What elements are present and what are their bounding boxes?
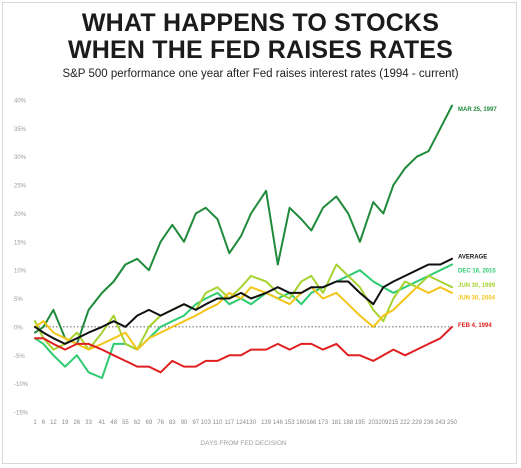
x-tick-label: 181 (331, 420, 342, 426)
x-tick-label: 250 (447, 420, 458, 426)
y-tick-label: 25% (14, 184, 27, 190)
x-tick-label: 55 (122, 420, 129, 426)
legend-label: DEC 16, 2015 (458, 269, 496, 275)
series-line-average (34, 257, 453, 345)
legend-label: JUN 30, 1999 (458, 283, 496, 289)
x-tick-label: 124 (236, 420, 247, 426)
x-tick-label: 195 (355, 420, 366, 426)
chart-title-line2: WHEN THE FED RAISES RATES (67, 36, 454, 64)
x-tick-label: 160 (296, 420, 307, 426)
legend-label: JUN 30, 2004 (458, 295, 496, 301)
y-tick-label: -5% (14, 354, 25, 360)
y-tick-label: 10% (14, 269, 27, 275)
x-tick-label: 130 (246, 420, 257, 426)
x-tick-label: 117 (224, 420, 234, 426)
series-line-jun-30-1999 (34, 263, 453, 351)
x-tick-label: 33 (85, 420, 92, 426)
x-tick-label: 76 (157, 420, 164, 426)
x-tick-label: 146 (273, 420, 284, 426)
x-tick-label: 103 (201, 420, 212, 426)
x-tick-label: 1 (33, 420, 37, 426)
y-tick-label: -10% (14, 382, 29, 388)
x-tick-label: 41 (99, 420, 106, 426)
x-tick-label: 97 (192, 420, 199, 426)
y-tick-label: 20% (14, 212, 27, 218)
x-tick-label: 236 (424, 420, 435, 426)
y-tick-label: 35% (14, 127, 27, 133)
x-tick-label: 153 (285, 420, 296, 426)
y-tick-label: -15% (14, 411, 29, 417)
y-tick-label: 30% (14, 155, 27, 161)
series-line-mar-25-1997 (34, 104, 453, 345)
chart-frame (2, 2, 517, 464)
x-tick-label: 62 (134, 420, 141, 426)
x-tick-label: 90 (181, 420, 188, 426)
x-tick-label: 69 (146, 420, 153, 426)
x-tick-label: 243 (435, 420, 446, 426)
legend-label: FEB 4, 1994 (458, 323, 492, 329)
x-tick-label: 203 (368, 420, 379, 426)
x-tick-label: 229 (412, 420, 423, 426)
x-tick-label: 48 (110, 420, 117, 426)
y-tick-label: 15% (14, 240, 27, 246)
x-tick-label: 83 (169, 420, 176, 426)
x-tick-label: 19 (62, 420, 69, 426)
x-tick-label: 110 (213, 420, 223, 426)
x-tick-label: 209 (378, 420, 389, 426)
y-tick-label: 0% (14, 325, 23, 331)
legend-label: AVERAGE (458, 255, 487, 261)
y-tick-label: 5% (14, 297, 23, 303)
x-tick-label: 166 (306, 420, 317, 426)
x-tick-label: 139 (261, 420, 272, 426)
series-line-feb-4-1994 (34, 325, 453, 374)
x-tick-label: 188 (343, 420, 354, 426)
x-tick-label: 222 (400, 420, 411, 426)
x-tick-label: 215 (388, 420, 399, 426)
chart-subtitle: S&P 500 performance one year after Fed r… (62, 68, 459, 80)
series-line-dec-16-2015 (34, 263, 453, 379)
x-tick-label: 173 (318, 420, 329, 426)
y-tick-label: 40% (14, 99, 27, 105)
chart-title: WHAT HAPPENS TO STOCKS WHEN THE FED RAIS… (0, 10, 521, 64)
x-tick-label: 26 (74, 420, 81, 426)
x-axis-label: DAYS FROM FED DECISION (200, 440, 286, 447)
chart-title-line1: WHAT HAPPENS TO STOCKS (81, 9, 440, 37)
legend-label: MAR 25, 1997 (458, 107, 497, 113)
x-tick-label: 12 (50, 420, 57, 426)
series-line-jun-30-2004 (34, 286, 453, 351)
x-tick-label: 6 (42, 420, 46, 426)
